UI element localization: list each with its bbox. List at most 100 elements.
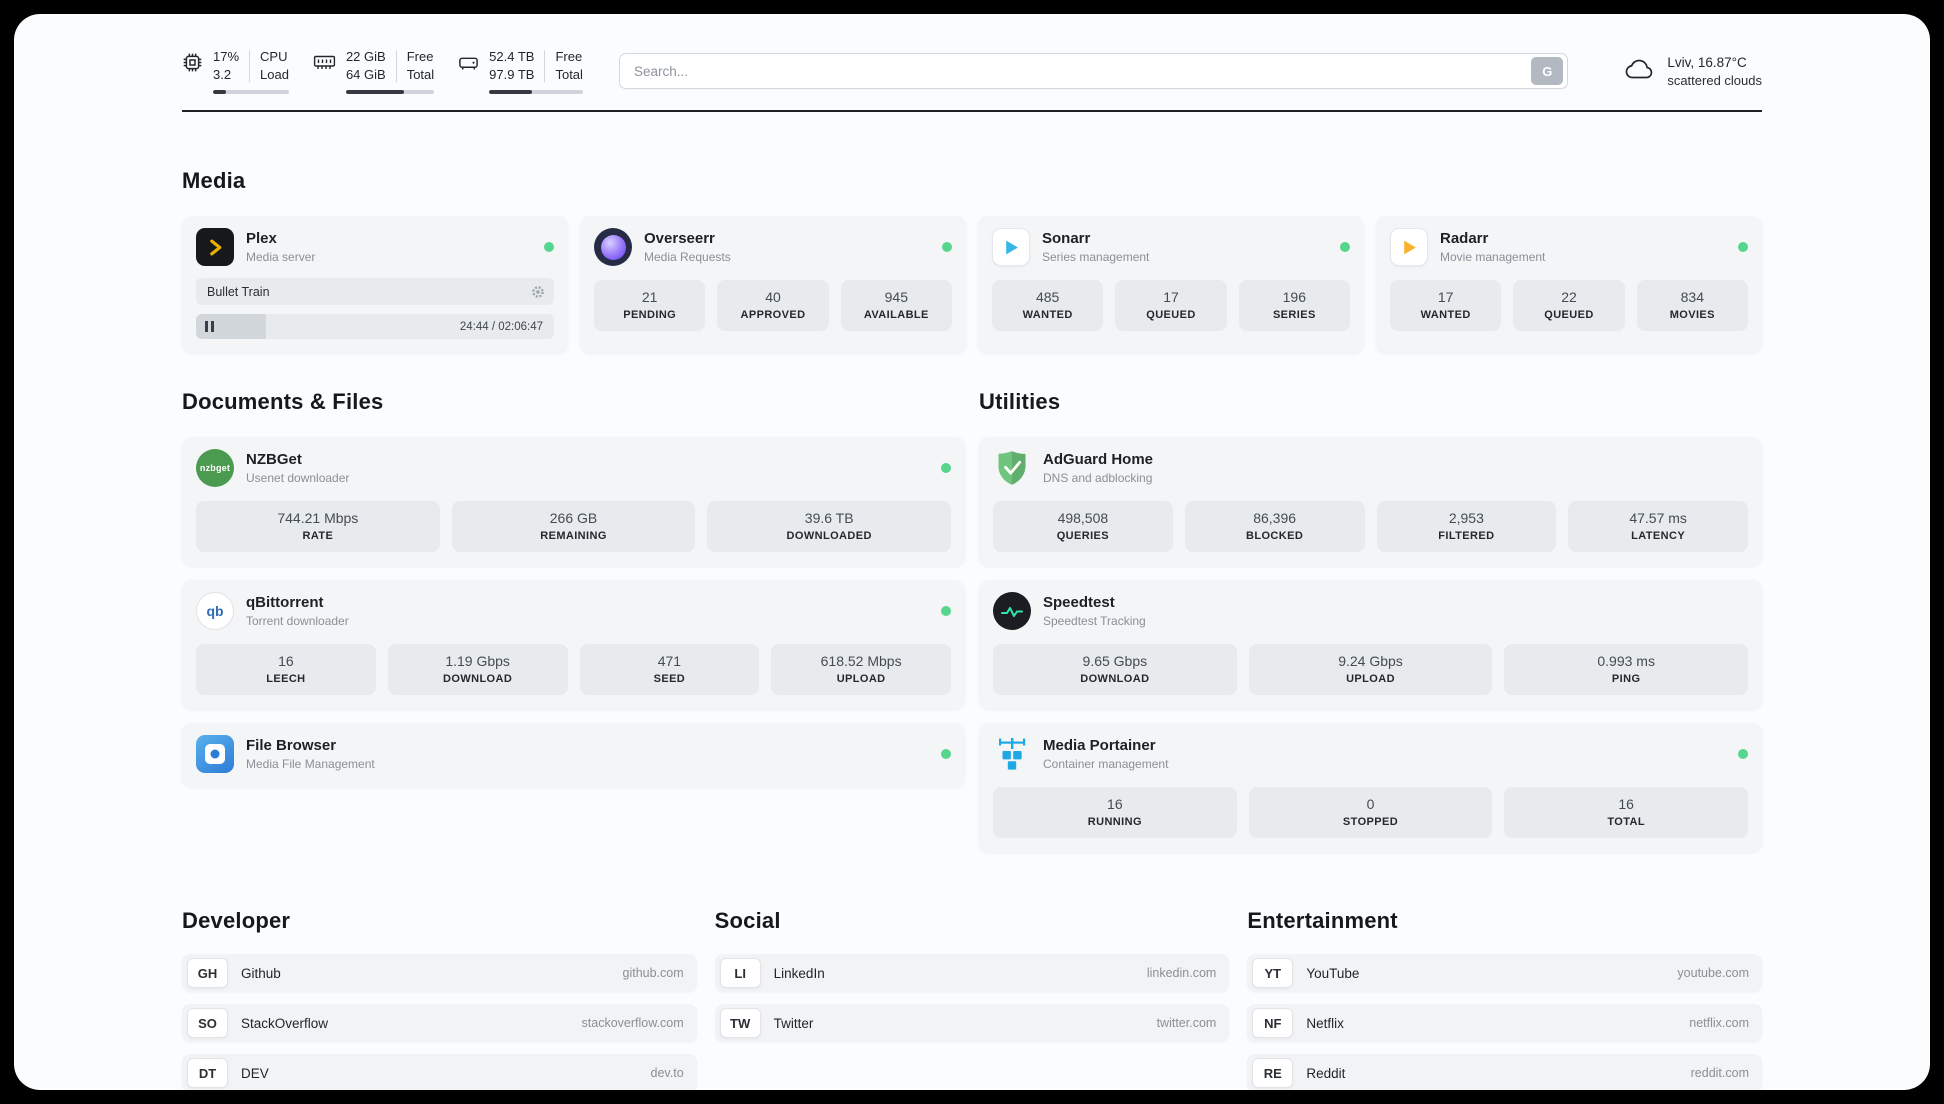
- app-name: Radarr: [1440, 230, 1489, 248]
- disk-free-label: Free: [555, 49, 583, 64]
- stat-upload: 618.52 Mbps UPLOAD: [771, 644, 951, 696]
- stat-movies: 834 MOVIES: [1636, 280, 1748, 332]
- disk-drive-icon: [458, 52, 479, 78]
- link-linkedin[interactable]: LI LinkedIn linkedin.com: [714, 954, 1230, 993]
- twitter-badge-icon: TW: [719, 1008, 761, 1039]
- overseerr-icon[interactable]: [594, 228, 632, 267]
- filebrowser-icon[interactable]: [196, 735, 234, 774]
- stat-downloaded: 39.6 TB DOWNLOADED: [707, 501, 952, 553]
- cpu-label: CPU: [260, 49, 288, 64]
- app-subtitle: DNS and adblocking: [1043, 471, 1153, 486]
- link-stackoverflow[interactable]: SO StackOverflow stackoverflow.com: [182, 1004, 697, 1043]
- playback-time: 24:44 / 02:06:47: [459, 320, 543, 333]
- now-playing-title: Bullet Train: [207, 284, 270, 299]
- stackoverflow-badge-icon: SO: [187, 1008, 228, 1039]
- stat-wanted: 17 WANTED: [1390, 280, 1502, 332]
- stat-stopped: 0 STOPPED: [1248, 787, 1493, 839]
- link-twitter[interactable]: TW Twitter twitter.com: [714, 1004, 1230, 1043]
- stat-queued: 17 QUEUED: [1115, 280, 1227, 332]
- ram-progress-track: [345, 90, 435, 95]
- documents-section-title: Documents & Files: [182, 389, 384, 415]
- weather-widget: Lviv, 16.87°C scattered clouds: [1624, 55, 1762, 88]
- section-utilities: Utilities: [979, 389, 1762, 853]
- metric-divider: [249, 50, 251, 83]
- link-reddit[interactable]: RE Reddit reddit.com: [1247, 1054, 1762, 1090]
- disk-total-label: Total: [555, 67, 583, 83]
- app-card-plex: Plex Media server Bullet Train: [182, 216, 568, 354]
- ram-free-value: 22 GiB: [345, 49, 386, 64]
- link-dev[interactable]: DT DEV dev.to: [182, 1054, 697, 1090]
- media-grid: Plex Media server Bullet Train: [182, 216, 1762, 354]
- nzbget-logo-text: nzbget: [199, 463, 231, 474]
- developer-section-title: Developer: [182, 908, 291, 934]
- stat-approved: 40 APPROVED: [717, 280, 829, 332]
- search-box: G: [618, 53, 1569, 90]
- cpu-load-value: 3.2: [213, 67, 232, 83]
- link-netflix[interactable]: NF Netflix netflix.com: [1247, 1004, 1762, 1043]
- app-subtitle: Media Requests: [644, 250, 731, 265]
- link-github[interactable]: GH Github github.com: [182, 954, 697, 993]
- app-stats: 744.21 Mbps RATE 266 GB REMAINING 39.6 T…: [196, 501, 952, 553]
- ram-metric: 22 GiB 64 GiB Free Total: [313, 48, 435, 95]
- app-subtitle: Media File Management: [246, 757, 375, 772]
- adguard-shield-icon[interactable]: [993, 449, 1031, 487]
- search-engine-button[interactable]: G: [1531, 57, 1564, 86]
- netflix-badge-icon: NF: [1252, 1008, 1294, 1039]
- link-youtube[interactable]: YT YouTube youtube.com: [1247, 954, 1762, 993]
- portainer-crane-icon[interactable]: [993, 735, 1031, 773]
- app-name: AdGuard Home: [1043, 451, 1154, 469]
- pause-icon[interactable]: [205, 321, 214, 333]
- stat-ping: 0.993 ms PING: [1504, 644, 1749, 696]
- metric-divider: [395, 50, 397, 83]
- disk-progress-fill: [489, 90, 533, 95]
- plex-icon[interactable]: [196, 228, 234, 267]
- qbittorrent-logo-text: qb: [206, 603, 224, 620]
- stat-filtered: 2,953 FILTERED: [1376, 501, 1557, 553]
- reddit-badge-icon: RE: [1252, 1058, 1294, 1089]
- media-section-title: Media: [182, 168, 246, 194]
- app-name: Speedtest: [1043, 594, 1115, 612]
- cloud-icon: [1624, 57, 1656, 86]
- ram-total-label: Total: [406, 67, 435, 83]
- app-stats: 21 PENDING 40 APPROVED 945 AVAILABLE: [594, 280, 952, 332]
- stat-series: 196 SERIES: [1238, 280, 1350, 332]
- radarr-icon[interactable]: [1390, 228, 1428, 267]
- stat-running: 16 RUNNING: [993, 787, 1237, 839]
- app-card-filebrowser: File Browser Media File Management: [182, 723, 965, 788]
- status-online-dot: [544, 242, 554, 253]
- app-card-sonarr: Sonarr Series management 485 WANTED 17 Q…: [978, 216, 1364, 354]
- app-card-radarr: Radarr Movie management 17 WANTED 22 QUE…: [1376, 216, 1762, 354]
- app-name: Plex: [246, 230, 277, 248]
- stat-blocked: 86,396 BLOCKED: [1184, 501, 1365, 553]
- app-stats: 9.65 Gbps DOWNLOAD 9.24 Gbps UPLOAD 0.99…: [993, 644, 1749, 696]
- app-stats: 485 WANTED 17 QUEUED 196 SERIES: [992, 280, 1350, 332]
- search-input[interactable]: [633, 63, 1532, 79]
- top-bar: 17% 3.2 CPU Load: [182, 48, 1762, 95]
- stat-latency: 47.57 ms LATENCY: [1568, 501, 1748, 553]
- nzbget-icon[interactable]: nzbget: [196, 449, 234, 488]
- status-online-dot: [942, 242, 952, 253]
- cpu-progress-track: [213, 90, 289, 95]
- sonarr-icon[interactable]: [992, 228, 1030, 267]
- section-developer: Developer GH Github github.com SO StackO…: [182, 908, 697, 1090]
- utilities-section-title: Utilities: [979, 389, 1061, 415]
- app-card-portainer: Media Portainer Container management 16 …: [979, 723, 1762, 853]
- header-divider: [182, 110, 1762, 113]
- app-name: qBittorrent: [246, 594, 324, 612]
- speedtest-icon[interactable]: [993, 592, 1031, 631]
- playback-progress-bar[interactable]: 24:44 / 02:06:47: [196, 314, 554, 340]
- app-subtitle: Container management: [1043, 757, 1169, 772]
- qbittorrent-icon[interactable]: qb: [196, 592, 234, 631]
- social-section-title: Social: [714, 908, 781, 934]
- ram-progress-fill: [345, 90, 405, 95]
- app-subtitle: Speedtest Tracking: [1043, 614, 1146, 629]
- status-online-dot: [941, 749, 951, 760]
- ram-memory-icon: [313, 52, 336, 77]
- section-documents: Documents & Files nzbget NZBGet Usenet d…: [182, 389, 965, 852]
- app-name: Overseerr: [644, 230, 715, 248]
- stat-wanted: 485 WANTED: [992, 280, 1104, 332]
- app-subtitle: Usenet downloader: [246, 471, 350, 486]
- weather-location: Lviv, 16.87°C: [1667, 54, 1747, 70]
- plex-now-playing: Bullet Train 24:44 / 02:06:4: [196, 278, 554, 340]
- settings-gear-icon[interactable]: [531, 285, 545, 299]
